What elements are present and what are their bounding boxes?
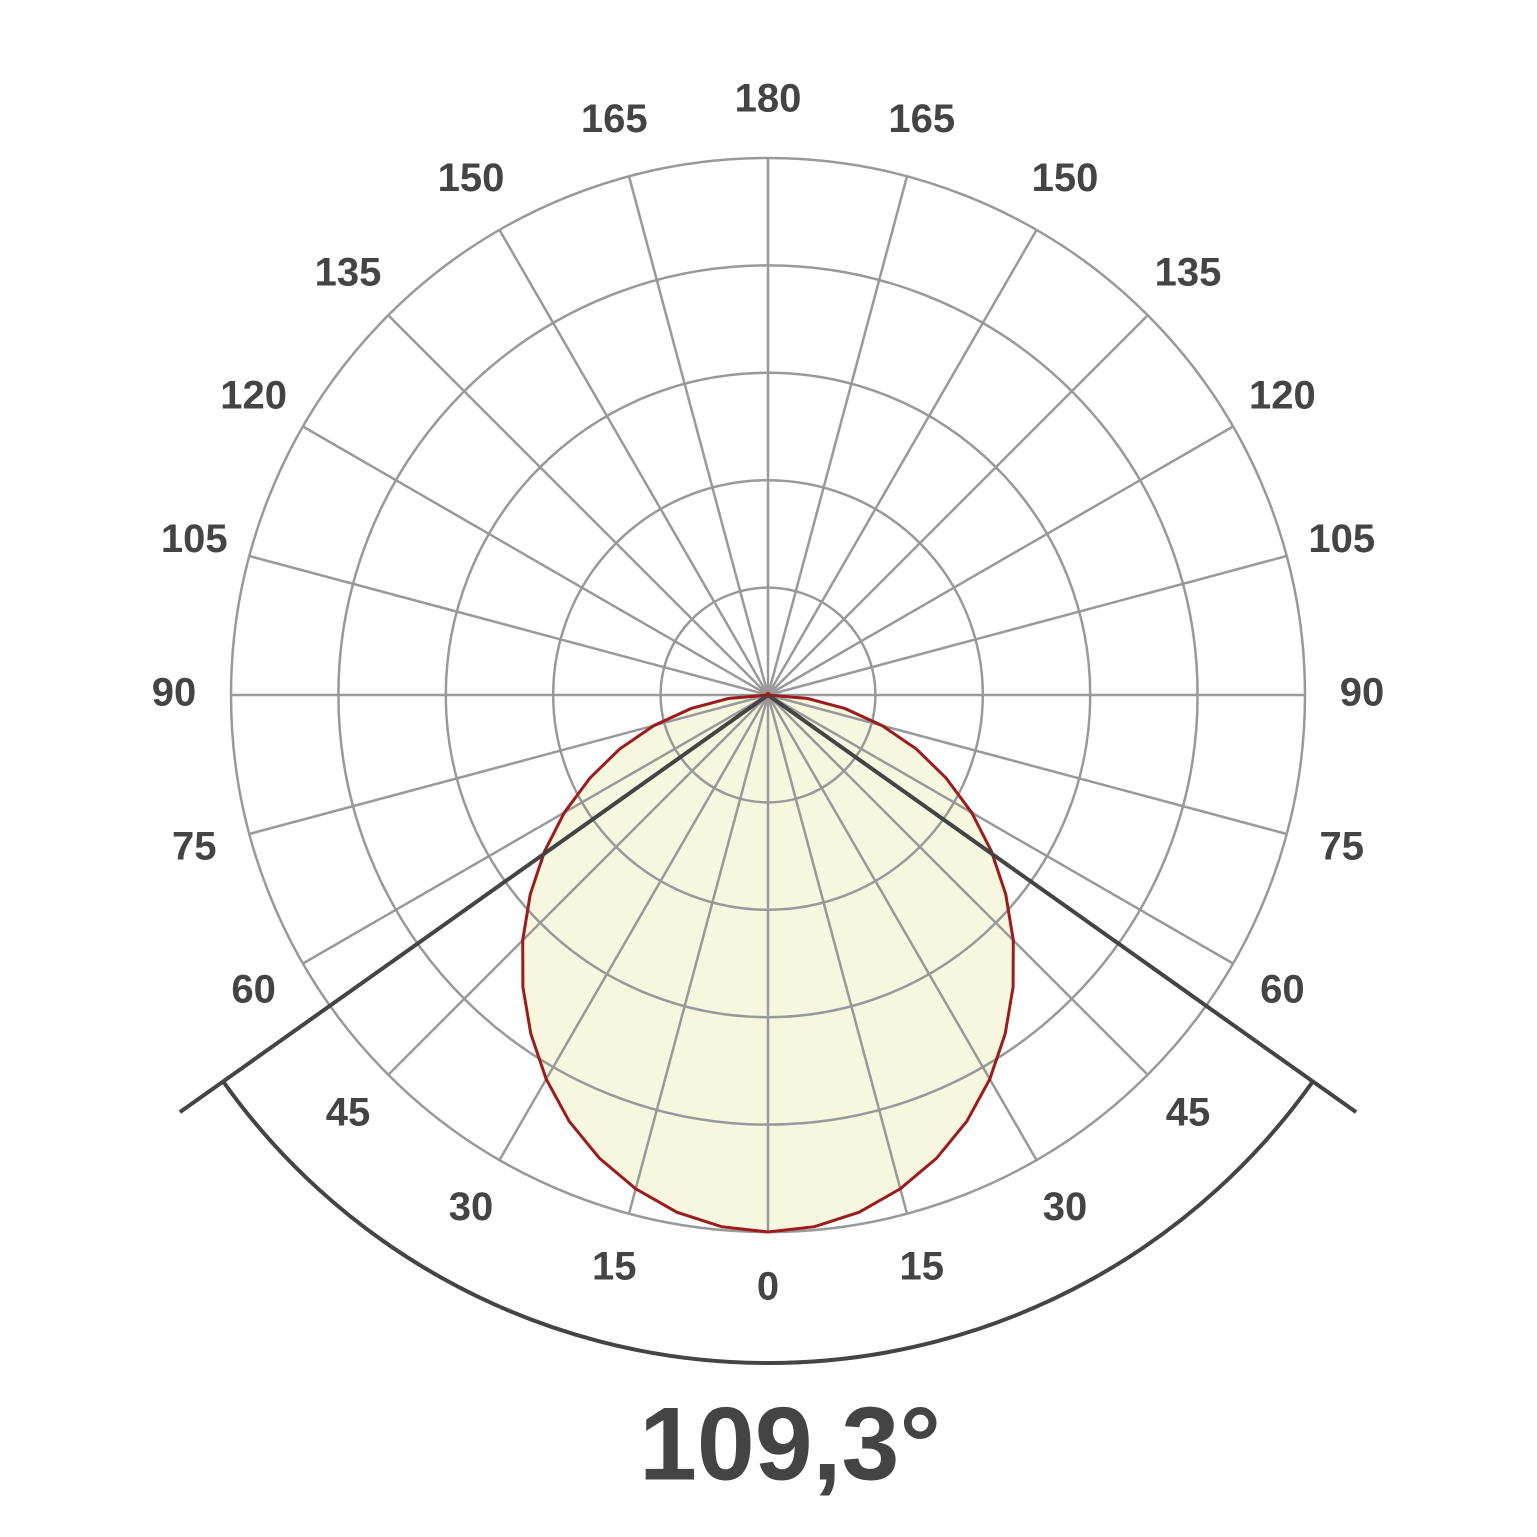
beam-line: [178, 693, 770, 1114]
angle-tick-label: 120: [220, 374, 287, 418]
angle-tick-label: 45: [1166, 1091, 1211, 1135]
grid-spoke: [302, 693, 769, 965]
grid-spoke: [498, 694, 770, 1161]
grid-spoke: [302, 425, 769, 697]
angle-tick-label: 60: [231, 968, 276, 1012]
angle-tick-label: 105: [161, 517, 228, 561]
angle-tick-label: 30: [449, 1185, 494, 1229]
angle-tick-label: 90: [152, 671, 197, 715]
grid-spoke: [767, 554, 1288, 697]
angle-tick-label: 150: [1032, 156, 1099, 200]
grid-spoke: [767, 693, 1288, 836]
beam-line: [766, 693, 1358, 1114]
grid-spoke: [767, 694, 1149, 1076]
beam-angle-label: 109,3°: [639, 1386, 941, 1502]
grid-spoke: [248, 554, 769, 697]
angle-tick-label: 75: [1320, 824, 1365, 868]
grid-spoke: [767, 425, 1234, 697]
angle-tick-label: 105: [1308, 517, 1375, 561]
distribution-curve: [521, 693, 1015, 1234]
grid-spoke: [387, 694, 769, 1076]
angle-tick-label: 120: [1249, 374, 1316, 418]
grid-spoke: [248, 693, 769, 836]
center-dot: [765, 692, 771, 698]
grid-spoke: [387, 314, 769, 696]
angle-tick-label: 0: [757, 1265, 779, 1309]
angle-tick-label: 150: [438, 156, 505, 200]
grid-spoke: [767, 314, 1149, 696]
angle-tick-label: 15: [592, 1244, 637, 1288]
angle-tick-label: 165: [888, 97, 955, 141]
angle-tick-label: 15: [899, 1244, 944, 1288]
angle-tick-label: 30: [1043, 1185, 1088, 1229]
grid-spoke: [766, 229, 1038, 696]
grid-spoke: [766, 694, 1038, 1161]
grid-spoke: [498, 229, 770, 696]
grid-spoke: [627, 694, 770, 1215]
angle-tick-label: 180: [735, 77, 802, 121]
angle-tick-label: 135: [1155, 251, 1222, 295]
grid-spoke: [627, 175, 770, 696]
angle-tick-label: 135: [315, 251, 382, 295]
angle-tick-label: 60: [1260, 968, 1305, 1012]
angle-tick-label: 90: [1340, 671, 1385, 715]
beam-arc: [221, 1080, 1315, 1365]
grid-spoke: [766, 175, 909, 696]
angle-tick-label: 75: [172, 824, 217, 868]
angle-tick-label: 45: [326, 1091, 371, 1135]
grid-spoke: [766, 694, 909, 1215]
angle-tick-label: 165: [581, 97, 648, 141]
grid-spoke: [767, 693, 1234, 965]
